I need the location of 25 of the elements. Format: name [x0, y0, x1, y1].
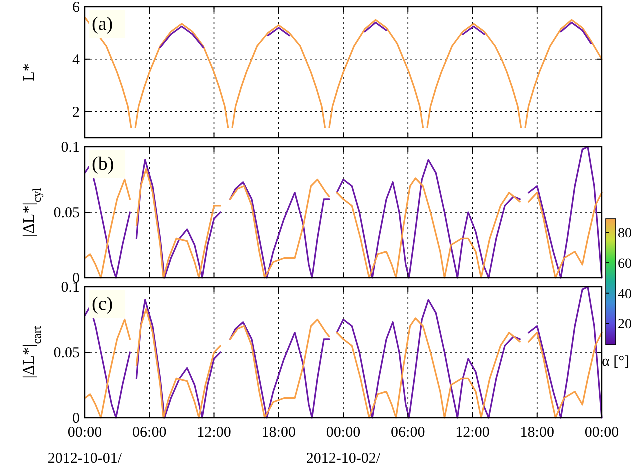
- chart-title: (c): [92, 294, 114, 315]
- x-tick-label: 12:00: [197, 425, 232, 441]
- y-tick-label: 0: [72, 411, 80, 427]
- chart-title: (a): [92, 14, 114, 35]
- y-tick-label: 0.1: [61, 140, 80, 156]
- y-axis-title: L*: [21, 64, 38, 82]
- color-bar-label: 60: [618, 257, 632, 272]
- y-tick-label: 0.05: [54, 346, 80, 362]
- x-tick-label: 00:00 2012-10-01/: [48, 425, 123, 467]
- y-tick-label: 0.05: [54, 206, 80, 222]
- color-bar-label: 80: [618, 226, 632, 242]
- color-bar-title: α [°]: [602, 354, 630, 370]
- x-tick-label: 00:00 2012-10-02/: [306, 425, 382, 467]
- x-tick-label: 06:00: [391, 425, 426, 441]
- x-tick-label: 18:00: [520, 425, 554, 441]
- color-bar-label: 20: [618, 318, 632, 333]
- color-bar-label: 40: [618, 287, 632, 302]
- x-tick-label: 18:00: [262, 425, 296, 441]
- chart-title: (b): [92, 154, 114, 175]
- x-tick-label: 12:00: [456, 425, 490, 441]
- y-tick-label: 6: [72, 0, 80, 16]
- x-tick-label: 06:00: [132, 425, 167, 441]
- x-tick-label: 00:00: [584, 425, 620, 441]
- y-tick-label: 4: [72, 52, 80, 68]
- y-tick-label: 2: [72, 104, 80, 121]
